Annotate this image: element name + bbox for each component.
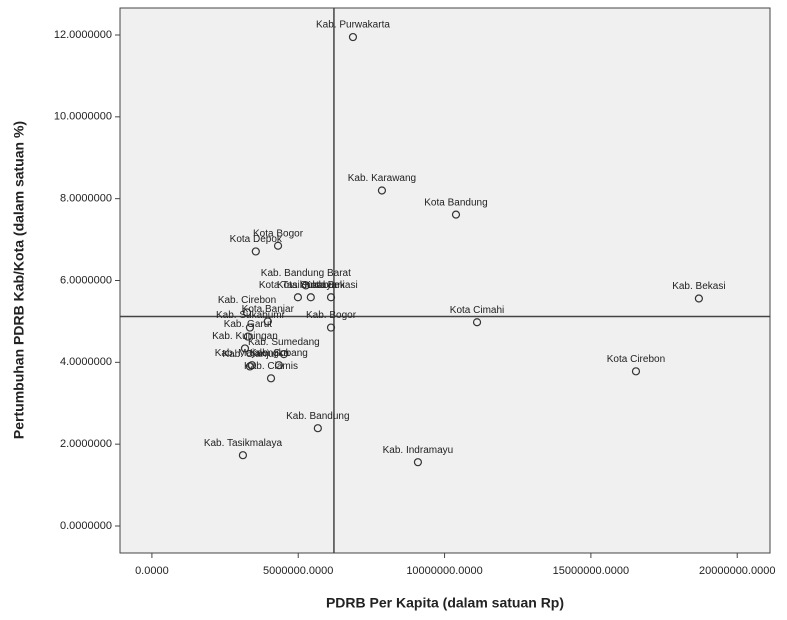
point-label: Kota Cirebon — [607, 354, 665, 365]
point-label: Kota Depok — [230, 234, 283, 245]
point — [326, 293, 336, 302]
point-label: Kota Banjar — [242, 304, 295, 315]
point-label: Kab. Bogor — [306, 310, 357, 321]
point-label: Kab. Majalengka — [215, 348, 290, 359]
point-label: Kab. Bandung — [286, 411, 349, 422]
point — [245, 323, 255, 332]
point — [348, 32, 358, 42]
point — [293, 293, 303, 302]
point — [243, 332, 252, 341]
point — [413, 458, 423, 467]
point-label: Kab. Indramayu — [383, 445, 454, 456]
y-tick-label: 4.0000000 — [60, 356, 112, 368]
point — [266, 374, 276, 383]
point-label: Kota Sukabumi — [277, 280, 345, 291]
x-tick-label: 0.0000 — [135, 565, 169, 577]
point-label: Kab. Bekasi — [672, 281, 725, 292]
y-tick-label: 0.0000000 — [60, 520, 112, 532]
x-tick-label: 20000000.0000 — [699, 565, 775, 577]
point — [279, 350, 288, 359]
point-label: Kab. Kuningan — [212, 331, 278, 342]
x-axis-title: PDRB Per Kapita (dalam satuan Rp) — [326, 595, 564, 611]
x-tick-label: 5000000.0000 — [263, 565, 333, 577]
point-label: Kab. Tasikmalaya — [204, 438, 283, 449]
point-label: Kab. Bandung Barat — [261, 268, 351, 279]
point — [377, 186, 387, 195]
point — [263, 317, 272, 326]
point — [451, 210, 461, 219]
x-tick-label: 10000000.0000 — [406, 565, 482, 577]
point — [301, 281, 310, 290]
point — [273, 241, 283, 250]
point-label: Kab. Garut — [224, 319, 273, 330]
point — [631, 367, 641, 376]
point-label: Kota Bandung — [424, 197, 487, 208]
y-tick-label: 12.0000000 — [54, 29, 112, 41]
point-label: Kab. Purwakarta — [316, 20, 390, 31]
point-label: Kab. Sumedang — [248, 337, 320, 348]
point — [326, 323, 336, 332]
point — [313, 424, 322, 433]
point — [245, 362, 255, 371]
point-label: Kab. Karawang — [348, 173, 416, 184]
point-label: Kab. Ciamis — [244, 361, 298, 372]
y-tick-label: 6.0000000 — [60, 274, 112, 286]
point — [694, 294, 703, 303]
point-label: Kab. Cianjur — [222, 349, 278, 360]
y-tick-label: 2.0000000 — [60, 438, 112, 450]
y-tick-label: 10.0000000 — [54, 111, 112, 123]
point — [238, 451, 248, 460]
point-label: Kota Bekasi — [304, 280, 357, 291]
point-label: Kab. Cirebon — [218, 295, 276, 306]
plot-area — [119, 7, 771, 554]
point-label: Kab. Sukabumi — [216, 310, 284, 321]
y-axis-title: Pertumbuhan PDRB Kab/Kota (dalam satuan … — [11, 121, 27, 439]
x-tick-label: 15000000.0000 — [553, 565, 629, 577]
point-label: Kota Tasikmalaya — [259, 280, 338, 291]
point-label: Kota Cimahi — [450, 305, 504, 316]
point — [472, 318, 482, 327]
point — [240, 344, 250, 353]
point-label: Kab. Subang — [250, 348, 308, 359]
point — [242, 308, 252, 317]
point — [274, 361, 284, 370]
y-tick-label: 8.0000000 — [60, 193, 112, 205]
point — [251, 247, 260, 256]
point — [247, 361, 257, 370]
point — [306, 293, 315, 302]
point-label: Kota Bogor — [253, 228, 304, 239]
